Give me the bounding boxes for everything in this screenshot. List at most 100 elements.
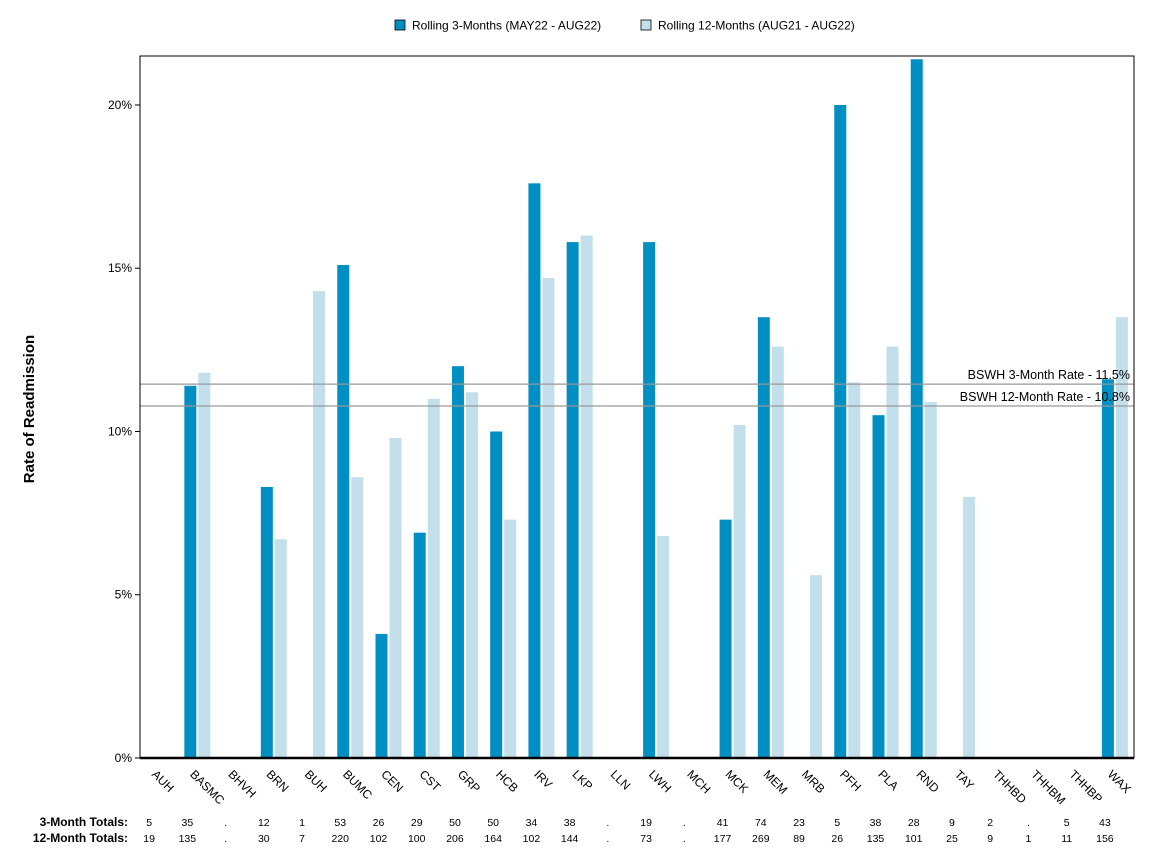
bar-12month-mem bbox=[771, 346, 784, 758]
bar-12month-mrb bbox=[810, 575, 823, 758]
category-label: WAX bbox=[1105, 767, 1134, 796]
y-tick-label: 5% bbox=[115, 588, 133, 602]
bar-12month-irv bbox=[542, 278, 555, 758]
reference-line-label: BSWH 12-Month Rate - 10.8% bbox=[960, 390, 1130, 404]
totals-cell: 89 bbox=[793, 833, 805, 845]
totals-cell: 102 bbox=[523, 833, 541, 845]
bar-12month-hcb bbox=[504, 519, 517, 758]
bar-12month-bumc bbox=[351, 477, 364, 758]
bar-3month-pla bbox=[872, 415, 885, 758]
bar-12month-grp bbox=[465, 392, 478, 758]
category-label: BUMC bbox=[340, 767, 375, 802]
bar-3month-lwh bbox=[643, 242, 656, 758]
totals-table: 3-Month Totals: 5 35. 12 1 53 26 29 50 50 34 38. 19.… bbox=[33, 815, 1114, 845]
totals-cell: 19 bbox=[640, 817, 652, 829]
bar-3month-hcb bbox=[490, 431, 503, 758]
category-label: PLA bbox=[875, 767, 901, 793]
totals-row-label: 12-Month Totals: bbox=[33, 831, 128, 845]
totals-cell: 1 bbox=[299, 817, 305, 829]
bar-3month-grp bbox=[451, 366, 464, 758]
totals-cell: . bbox=[1027, 817, 1030, 829]
totals-cell: 29 bbox=[411, 817, 423, 829]
totals-cell: 101 bbox=[905, 833, 923, 845]
totals-cell: . bbox=[606, 817, 609, 829]
totals-cell: 53 bbox=[334, 817, 346, 829]
totals-cell: 177 bbox=[714, 833, 732, 845]
bar-3month-irv bbox=[528, 183, 541, 758]
category-label: TAY bbox=[952, 767, 977, 792]
totals-cell: 26 bbox=[373, 817, 385, 829]
bar-12month-pfh bbox=[848, 382, 861, 758]
bar-3month-wax bbox=[1101, 379, 1114, 758]
category-label: BRN bbox=[264, 767, 292, 795]
bar-12month-lkp bbox=[580, 235, 593, 758]
category-label: CEN bbox=[378, 767, 406, 795]
totals-cell: . bbox=[224, 817, 227, 829]
totals-cell: 1 bbox=[1026, 833, 1032, 845]
legend: Rolling 3-Months (MAY22 - AUG22) Rolling … bbox=[394, 19, 855, 33]
category-label: LWH bbox=[646, 767, 674, 795]
bar-12month-basmc bbox=[198, 372, 211, 758]
totals-cell: 135 bbox=[867, 833, 885, 845]
totals-cell: 28 bbox=[908, 817, 920, 829]
totals-cell: 19 bbox=[143, 833, 155, 845]
legend-swatch-12month bbox=[640, 19, 652, 31]
bar-12month-buh bbox=[313, 291, 326, 758]
legend-label: Rolling 3-Months (MAY22 - AUG22) bbox=[412, 19, 601, 33]
bar-3month-rnd bbox=[910, 59, 923, 758]
bar-3month-mck bbox=[719, 519, 732, 758]
totals-cell: 220 bbox=[332, 833, 350, 845]
category-label: THHBP bbox=[1067, 767, 1106, 806]
bar-12month-wax bbox=[1115, 317, 1128, 758]
totals-cell: 144 bbox=[561, 833, 579, 845]
category-label: AUH bbox=[149, 767, 177, 795]
category-label: HCB bbox=[493, 767, 521, 795]
totals-cell: 135 bbox=[179, 833, 197, 845]
category-label: LLN bbox=[608, 767, 633, 792]
totals-cell: 206 bbox=[446, 833, 464, 845]
totals-cell: 38 bbox=[564, 817, 576, 829]
totals-cell: 23 bbox=[793, 817, 805, 829]
category-label: MRB bbox=[799, 767, 828, 796]
category-label: CST bbox=[417, 767, 444, 794]
totals-cell: 41 bbox=[717, 817, 729, 829]
bar-12month-mck bbox=[733, 424, 746, 758]
plot-frame bbox=[139, 55, 1135, 759]
category-label: MEM bbox=[761, 767, 791, 797]
totals-cell: 12 bbox=[258, 817, 270, 829]
totals-row-label: 3-Month Totals: bbox=[40, 815, 128, 829]
y-tick-label: 15% bbox=[108, 261, 132, 275]
bar-12month-lwh bbox=[657, 535, 670, 758]
reference-line-label: BSWH 3-Month Rate - 11.5% bbox=[968, 368, 1130, 382]
totals-cell: 11 bbox=[1061, 833, 1072, 845]
totals-cell: 102 bbox=[370, 833, 388, 845]
bar-12month-tay bbox=[962, 496, 975, 758]
category-label: PFH bbox=[837, 767, 864, 794]
bar-3month-cst bbox=[413, 532, 426, 758]
totals-cell: 5 bbox=[146, 817, 152, 829]
category-label: BASMC bbox=[187, 767, 227, 807]
y-tick-label: 0% bbox=[115, 751, 133, 765]
category-label: IRV bbox=[531, 767, 555, 791]
category-label: THHBD bbox=[990, 767, 1029, 806]
bar-12month-pla bbox=[886, 346, 899, 758]
totals-cell: 5 bbox=[834, 817, 840, 829]
totals-cell: 164 bbox=[484, 833, 502, 845]
totals-cell: 5 bbox=[1064, 817, 1070, 829]
totals-cell: 9 bbox=[949, 817, 955, 829]
bar-3month-brn bbox=[260, 486, 273, 758]
totals-cell: 7 bbox=[299, 833, 305, 845]
totals-cell: 38 bbox=[870, 817, 882, 829]
category-label: BHVH bbox=[225, 767, 258, 800]
category-label: THHBM bbox=[1028, 767, 1068, 807]
y-axis: 0% 5% 10% 15% 20% bbox=[108, 98, 140, 765]
totals-cell: . bbox=[606, 833, 609, 845]
bar-3month-bumc bbox=[337, 264, 350, 758]
category-label: BUH bbox=[302, 767, 330, 795]
legend-label: Rolling 12-Months (AUG21 - AUG22) bbox=[658, 19, 855, 33]
bar-3month-mem bbox=[757, 317, 770, 758]
totals-cell: . bbox=[683, 817, 686, 829]
bar-3month-cen bbox=[375, 633, 388, 758]
